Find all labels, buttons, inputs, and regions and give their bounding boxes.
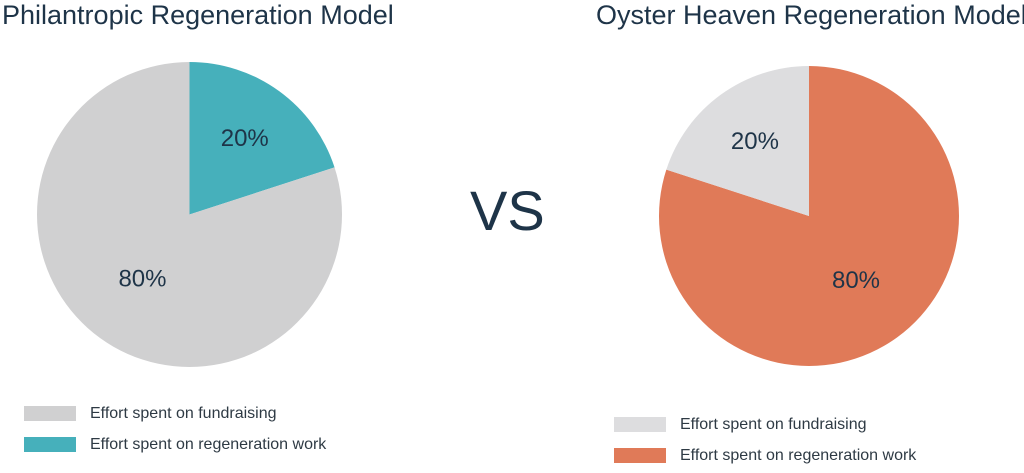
legend-swatch-fundraising	[24, 406, 76, 421]
left-chart-legend: Effort spent on fundraising Effort spent…	[24, 398, 326, 460]
left-chart-title: Philantropic Regeneration Model	[2, 0, 394, 30]
legend-swatch-regeneration	[24, 437, 76, 452]
slice-data-label: 20%	[731, 128, 779, 155]
legend-label-fundraising: Effort spent on fundraising	[680, 415, 867, 433]
right-chart-legend: Effort spent on fundraising Effort spent…	[614, 409, 916, 471]
legend-label-regeneration: Effort spent on regeneration work	[680, 446, 917, 464]
right-pie-chart: 80% 20%	[659, 66, 959, 366]
legend-label-regeneration: Effort spent on regeneration work	[90, 435, 327, 453]
legend-item: Effort spent on fundraising	[24, 398, 326, 429]
legend-label-fundraising: Effort spent on fundraising	[90, 404, 277, 422]
slice-data-label: 80%	[832, 267, 880, 294]
left-pie-chart: 20% 80%	[36, 62, 342, 367]
legend-item: Effort spent on fundraising	[614, 409, 916, 440]
pie-slice	[189, 62, 335, 215]
legend-swatch-regeneration	[614, 448, 666, 463]
legend-item: Effort spent on regeneration work	[24, 429, 326, 460]
slice-data-label: 20%	[221, 125, 269, 152]
pie-slice	[666, 66, 809, 216]
vs-text: VS	[470, 179, 545, 242]
right-chart-title: Oyster Heaven Regeneration Model	[596, 0, 1024, 30]
pie-slice	[36, 62, 342, 367]
legend-swatch-fundraising	[614, 417, 666, 432]
slice-data-label: 80%	[118, 266, 166, 293]
legend-item: Effort spent on regeneration work	[614, 440, 916, 471]
